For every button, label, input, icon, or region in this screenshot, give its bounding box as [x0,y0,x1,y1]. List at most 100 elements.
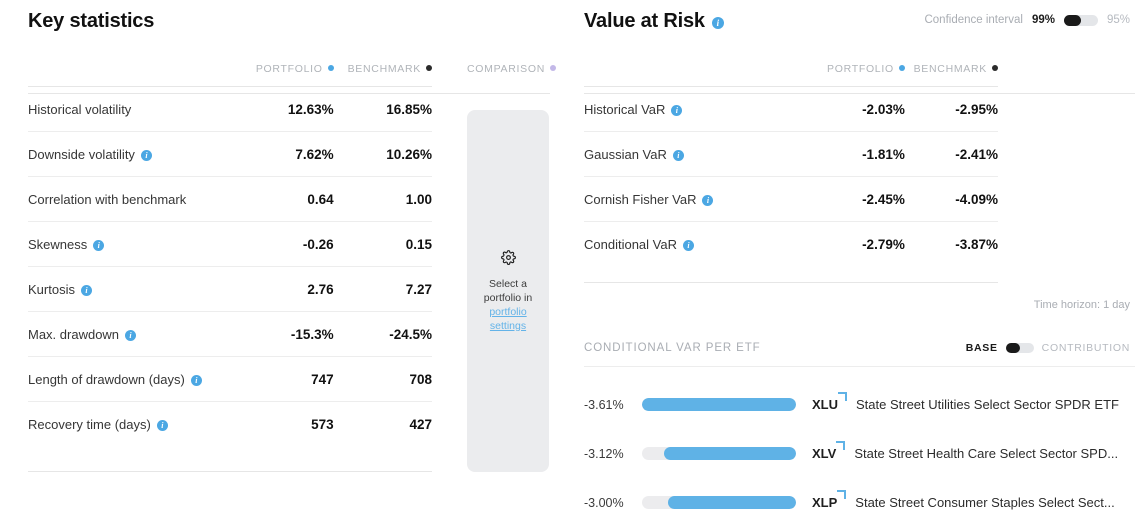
table-bottom-divider [584,282,998,283]
info-icon[interactable]: i [156,420,168,431]
row-label-cell: Historical volatility [28,86,243,132]
portfolio-settings-link[interactable]: portfolio settings [489,305,527,332]
conditional-var-per-etf-title: CONDITIONAL VAR PER ETF [584,342,761,354]
table-row: Downside volatility i 7.62% 10.26% [28,131,432,177]
portfolio-value: 747 [243,356,334,402]
info-icon[interactable]: i [672,150,684,161]
etf-bar-track [642,447,796,460]
confidence-toggle-switch[interactable] [1063,14,1098,26]
etf-bar-track [642,398,796,411]
confidence-option-95[interactable]: 95% [1106,14,1130,26]
etf-bar-track [642,496,796,509]
benchmark-value: 427 [333,401,432,446]
confidence-option-99[interactable]: 99% [1031,14,1055,26]
portfolio-value: -2.03% [819,86,905,132]
info-icon[interactable]: i [125,330,137,341]
benchmark-value: -24.5% [333,311,432,357]
info-icon[interactable]: i [671,105,683,116]
table-row: Max. drawdown i -15.3% -24.5% [28,311,432,357]
table-row: Historical VaR i -2.03% -2.95% [584,86,998,132]
etf-bar-fill [642,398,796,411]
portfolio-value: -2.79% [819,221,905,266]
value-at-risk-panel: Value at Risk i Confidence interval 99% … [570,0,1135,525]
table-row: Skewness i -0.26 0.15 [28,221,432,267]
base-contribution-toggle-switch[interactable] [1005,343,1034,353]
column-header-comparison: COMPARISON [467,63,556,75]
column-header-benchmark: BENCHMARK [334,63,432,87]
comparison-placeholder-card[interactable]: Select a portfolio in portfolio settings [467,110,549,472]
portfolio-dot-icon [898,65,905,72]
row-label-cell: Correlation with benchmark [28,176,243,222]
etf-list: -3.61% XLU State Street Utilities Select S… [584,380,1135,527]
benchmark-value: -2.95% [904,86,998,132]
benchmark-value: 10.26% [333,131,432,177]
row-label: Cornish Fisher VaR [584,192,697,207]
benchmark-value: 708 [333,356,432,402]
page-title: Key statistics [28,10,154,33]
etf-name: State Street Consumer Staples Select Sec… [855,495,1115,510]
confidence-interval-control[interactable]: Confidence interval 99% 95% [924,14,1130,26]
portfolio-dot-icon [327,65,334,72]
benchmark-value: 7.27 [333,266,432,312]
row-label-cell: Kurtosis i [28,266,243,312]
table-row: Recovery time (days) i 573 427 [28,401,432,446]
row-label: Kurtosis [28,282,75,297]
column-header-portfolio: PORTFOLIO [243,63,334,87]
row-label: Downside volatility [28,147,135,162]
confidence-interval-label: Confidence interval [924,14,1023,26]
time-horizon-label: Time horizon: 1 day [1033,299,1130,311]
etf-row[interactable]: -3.00% XLP State Street Consumer Staples S… [584,478,1135,527]
value-at-risk-title: Value at Risk i [584,10,724,33]
table-row: Kurtosis i 2.76 7.27 [28,266,432,312]
row-label: Max. drawdown [28,327,120,342]
benchmark-dot-icon [992,65,998,72]
info-icon[interactable]: i [711,16,724,29]
portfolio-value: 0.64 [243,176,334,222]
portfolio-value: 12.63% [243,86,334,132]
row-label: Recovery time (days) [28,417,151,432]
row-label-cell: Conditional VaR i [584,221,819,266]
table-row: Cornish Fisher VaR i -2.45% -4.09% [584,176,998,222]
row-label: Length of drawdown (days) [28,372,185,387]
portfolio-value: -15.3% [243,311,334,357]
row-label: Gaussian VaR [584,147,667,162]
base-contribution-control[interactable]: BASE CONTRIBUTION [966,342,1130,354]
column-header-benchmark: BENCHMARK [905,63,998,87]
etf-value: -3.12% [584,446,624,461]
etf-row[interactable]: -3.61% XLU State Street Utilities Select S… [584,380,1135,429]
portfolio-value: -1.81% [819,131,905,177]
info-icon[interactable]: i [702,195,714,206]
row-label: Conditional VaR [584,237,677,252]
column-header-name [28,63,243,87]
row-label-cell: Gaussian VaR i [584,131,819,177]
external-link-icon [837,490,847,499]
table-header-row: PORTFOLIO BENCHMARK [28,63,432,87]
info-icon[interactable]: i [80,285,92,296]
etf-ticker[interactable]: XLV [812,441,846,461]
benchmark-value: 16.85% [333,86,432,132]
value-at-risk-table: PORTFOLIO BENCHMARK Historical VaR i -2.03… [584,63,998,266]
benchmark-value: -3.87% [904,221,998,266]
info-icon[interactable]: i [190,375,202,386]
portfolio-value: 573 [243,401,334,446]
row-label: Historical VaR [584,102,666,117]
table-row: Length of drawdown (days) i 747 708 [28,356,432,402]
etf-name: State Street Health Care Select Sector S… [854,446,1119,461]
key-statistics-table: PORTFOLIO BENCHMARK Historical volatilit… [28,63,432,446]
info-icon[interactable]: i [93,240,105,251]
etf-row[interactable]: -3.12% XLV State Street Health Care Select… [584,429,1135,478]
etf-ticker[interactable]: XLP [812,490,847,510]
portfolio-value: -0.26 [243,221,334,267]
info-icon[interactable]: i [140,150,152,161]
benchmark-dot-icon [426,65,432,72]
base-option[interactable]: BASE [965,342,998,354]
row-label-cell: Downside volatility i [28,131,243,177]
etf-value: -3.61% [584,397,624,412]
external-link-icon [838,392,847,401]
info-icon[interactable]: i [682,240,694,251]
external-link-icon [836,441,846,450]
contribution-option[interactable]: CONTRIBUTION [1041,342,1130,354]
row-label-cell: Recovery time (days) i [28,401,243,446]
etf-ticker[interactable]: XLU [812,392,847,412]
portfolio-value: 2.76 [243,266,334,312]
